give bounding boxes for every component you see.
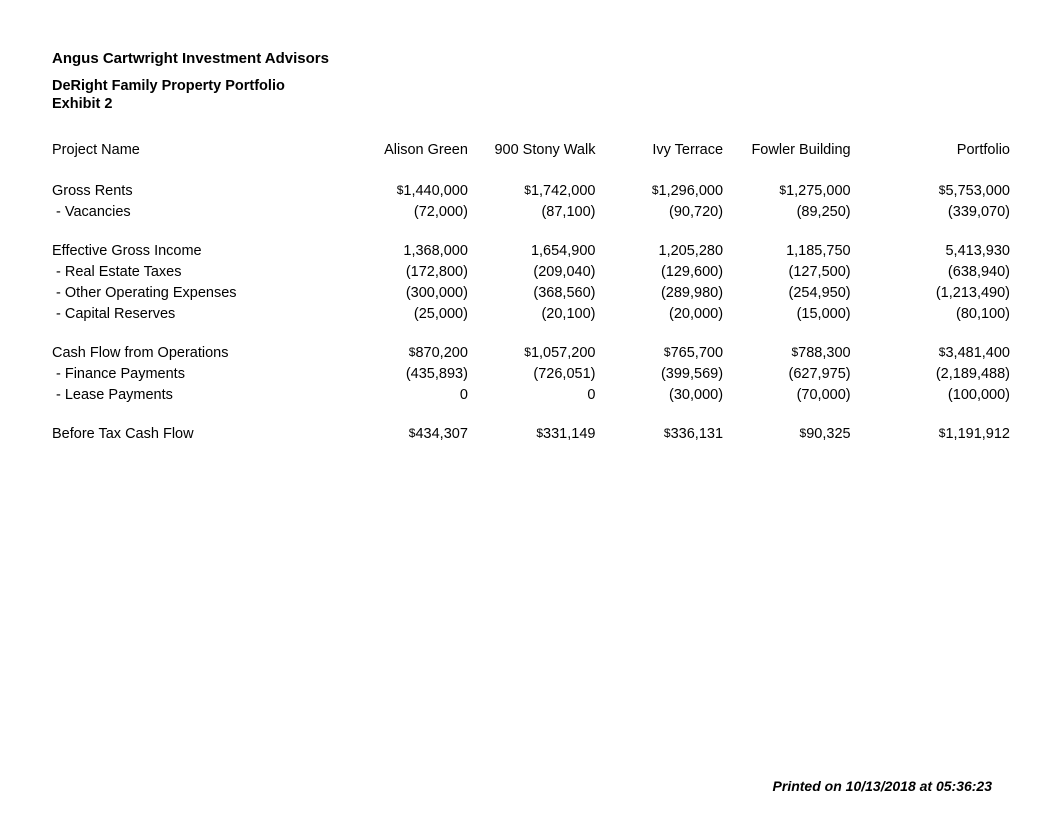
row-lease-payments: - Lease Payments 0 0 (30,000) (70,000) (… — [52, 385, 1010, 406]
row-egi: Effective Gross Income 1,368,000 1,654,9… — [52, 241, 1010, 262]
cell-value: $870,200 — [340, 343, 468, 364]
col-header-portfolio: Portfolio — [851, 142, 1010, 163]
cell-value: $788,300 — [723, 343, 851, 364]
col-header-fowler: Fowler Building — [723, 142, 851, 163]
cell-value: (289,980) — [595, 283, 723, 304]
cell-value: (399,569) — [595, 364, 723, 385]
cell-value: (254,950) — [723, 283, 851, 304]
row-cfo: Cash Flow from Operations $870,200 $1,05… — [52, 343, 1010, 364]
cell-value: $1,742,000 — [468, 181, 596, 202]
cell-value: (209,040) — [468, 262, 596, 283]
cell-value: (15,000) — [723, 304, 851, 325]
cell-value: (70,000) — [723, 385, 851, 406]
cell-label: - Other Operating Expenses — [52, 283, 340, 304]
cell-value: (100,000) — [851, 385, 1010, 406]
row-real-estate-taxes: - Real Estate Taxes (172,800) (209,040) … — [52, 262, 1010, 283]
cell-value: (72,000) — [340, 202, 468, 223]
cashflow-table: Project Name Alison Green 900 Stony Walk… — [52, 142, 1010, 445]
cell-label: Gross Rents — [52, 181, 340, 202]
cell-value: 0 — [340, 385, 468, 406]
row-vacancies: - Vacancies (72,000) (87,100) (90,720) (… — [52, 202, 1010, 223]
cell-value: $1,275,000 — [723, 181, 851, 202]
cell-value: (368,560) — [468, 283, 596, 304]
cell-value: (339,070) — [851, 202, 1010, 223]
cell-value: (87,100) — [468, 202, 596, 223]
cell-value: 1,185,750 — [723, 241, 851, 262]
cell-value: $765,700 — [595, 343, 723, 364]
cell-value: (638,940) — [851, 262, 1010, 283]
cell-label: - Real Estate Taxes — [52, 262, 340, 283]
exhibit-label: Exhibit 2 — [52, 95, 1010, 114]
row-gross-rents: Gross Rents $1,440,000 $1,742,000 $1,296… — [52, 181, 1010, 202]
cell-label: Cash Flow from Operations — [52, 343, 340, 364]
cell-value: $331,149 — [468, 424, 596, 445]
cell-value: $1,440,000 — [340, 181, 468, 202]
cell-value: 1,654,900 — [468, 241, 596, 262]
col-header-stony: 900 Stony Walk — [468, 142, 596, 163]
cell-value: $1,296,000 — [595, 181, 723, 202]
cell-label: - Capital Reserves — [52, 304, 340, 325]
cell-value: 1,205,280 — [595, 241, 723, 262]
cell-value: (1,213,490) — [851, 283, 1010, 304]
cell-value: (90,720) — [595, 202, 723, 223]
company-name: Angus Cartwright Investment Advisors — [52, 48, 1010, 71]
cell-value: (627,975) — [723, 364, 851, 385]
cell-value: $1,191,912 — [851, 424, 1010, 445]
cell-value: $5,753,000 — [851, 181, 1010, 202]
cell-value: (20,000) — [595, 304, 723, 325]
cell-value: (129,600) — [595, 262, 723, 283]
cell-value: (2,189,488) — [851, 364, 1010, 385]
cell-label: - Vacancies — [52, 202, 340, 223]
cell-value: $1,057,200 — [468, 343, 596, 364]
col-header-alison: Alison Green — [340, 142, 468, 163]
cell-value: (127,500) — [723, 262, 851, 283]
row-other-op-exp: - Other Operating Expenses (300,000) (36… — [52, 283, 1010, 304]
cell-value: $3,481,400 — [851, 343, 1010, 364]
cell-label: Effective Gross Income — [52, 241, 340, 262]
print-timestamp: Printed on 10/13/2018 at 05:36:23 — [773, 778, 992, 794]
cell-value: (300,000) — [340, 283, 468, 304]
cell-value: (172,800) — [340, 262, 468, 283]
table-header-row: Project Name Alison Green 900 Stony Walk… — [52, 142, 1010, 163]
cell-value: $434,307 — [340, 424, 468, 445]
col-header-ivy: Ivy Terrace — [595, 142, 723, 163]
cell-value: (89,250) — [723, 202, 851, 223]
cell-value: 0 — [468, 385, 596, 406]
portfolio-subtitle: DeRight Family Property Portfolio — [52, 77, 1010, 96]
cell-value: 1,368,000 — [340, 241, 468, 262]
cell-value: $90,325 — [723, 424, 851, 445]
cell-value: $336,131 — [595, 424, 723, 445]
cell-value: 5,413,930 — [851, 241, 1010, 262]
cell-label: - Finance Payments — [52, 364, 340, 385]
cell-value: (726,051) — [468, 364, 596, 385]
cell-value: (25,000) — [340, 304, 468, 325]
row-capital-reserves: - Capital Reserves (25,000) (20,100) (20… — [52, 304, 1010, 325]
cell-value: (80,100) — [851, 304, 1010, 325]
cell-label: - Lease Payments — [52, 385, 340, 406]
cell-value: (20,100) — [468, 304, 596, 325]
row-btcf: Before Tax Cash Flow $434,307 $331,149 $… — [52, 424, 1010, 445]
cell-value: (435,893) — [340, 364, 468, 385]
cell-label: Before Tax Cash Flow — [52, 424, 340, 445]
row-finance-payments: - Finance Payments (435,893) (726,051) (… — [52, 364, 1010, 385]
cell-value: (30,000) — [595, 385, 723, 406]
col-header-label: Project Name — [52, 142, 340, 163]
